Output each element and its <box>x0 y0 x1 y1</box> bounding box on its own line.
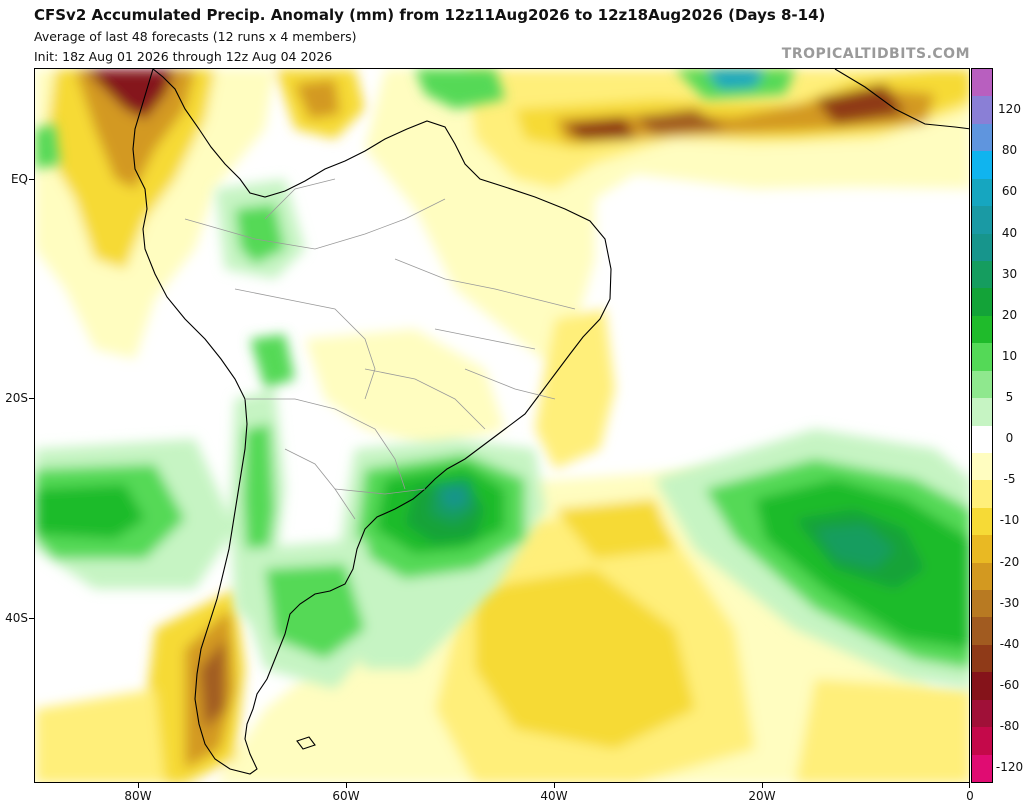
colorbar-label: 10 <box>1001 348 1018 363</box>
x-tick <box>346 783 347 788</box>
colorbar-label: 40 <box>1001 225 1018 240</box>
colorbar-segment <box>972 672 992 701</box>
colorbar-segment <box>972 644 992 673</box>
colorbar-label: -5 <box>1003 472 1016 487</box>
colorbar-label: -40 <box>999 636 1020 651</box>
colorbar-segment <box>972 398 992 426</box>
country-borders <box>184 178 576 520</box>
colorbar-label: 20 <box>1001 307 1018 322</box>
x-tick <box>554 783 555 788</box>
y-tick <box>29 179 34 180</box>
colorbar-segment <box>972 617 992 646</box>
colorbar-label: 120 <box>998 102 1021 117</box>
colorbar-segment <box>972 425 992 454</box>
colorbar-segment <box>972 699 992 728</box>
colorbar-label: 80 <box>1001 143 1018 158</box>
colorbar-label: -120 <box>995 760 1024 775</box>
colorbar-segment <box>972 178 992 207</box>
x-label-20w: 20W <box>748 789 776 803</box>
colorbar-segment <box>972 151 992 180</box>
colorbar-label: 0 <box>1005 431 1014 446</box>
x-tick <box>762 783 763 788</box>
colorbar-segment <box>972 69 992 97</box>
colorbar-label: -10 <box>999 513 1020 528</box>
colorbar-segment <box>972 480 992 509</box>
map-subtitle: Average of last 48 forecasts (12 runs x … <box>34 29 357 44</box>
x-tick <box>138 783 139 788</box>
colorbar-segment <box>972 507 992 536</box>
colorbar-segment <box>972 123 992 152</box>
x-label-40w: 40W <box>540 789 568 803</box>
colorbar-segment <box>972 343 992 372</box>
south-america-coast <box>132 69 612 775</box>
map-title: CFSv2 Accumulated Precip. Anomaly (mm) f… <box>34 6 826 24</box>
colorbar-segment <box>972 260 992 289</box>
y-tick <box>29 398 34 399</box>
colorbar-segment <box>972 206 992 235</box>
colorbar-segment <box>972 96 992 125</box>
colorbar-segment <box>972 754 992 783</box>
y-label-40s: 40S <box>5 611 28 625</box>
wet-anomaly-fields <box>35 69 969 689</box>
dry-anomaly-fields <box>35 69 969 782</box>
colorbar-segment <box>972 233 992 262</box>
x-label-80w: 80W <box>124 789 152 803</box>
colorbar-label: 30 <box>1001 266 1018 281</box>
falkland-islands <box>296 736 316 750</box>
colorbar-segment <box>972 452 992 481</box>
colorbar-segment <box>972 315 992 344</box>
colorbar-segment <box>972 535 992 564</box>
x-label-0: 0 <box>966 789 974 803</box>
africa-coast <box>834 69 969 130</box>
y-label-eq: EQ <box>10 172 28 186</box>
x-label-60w: 60W <box>332 789 360 803</box>
colorbar-segment <box>972 590 992 618</box>
y-label-20s: 20S <box>5 391 28 405</box>
colorbar-segment <box>972 727 992 756</box>
colorbar-segment <box>972 288 992 317</box>
x-tick <box>969 783 970 788</box>
init-info: Init: 18z Aug 01 2026 through 12z Aug 04… <box>34 49 333 64</box>
colorbar-label: -30 <box>999 595 1020 610</box>
y-tick <box>29 618 34 619</box>
anomaly-map <box>35 69 969 782</box>
colorbar-label: 5 <box>1005 390 1014 405</box>
colorbar-label: -80 <box>999 719 1020 734</box>
colorbar-label: -60 <box>999 678 1020 693</box>
site-credit: TROPICALTIDBITS.COM <box>781 46 970 62</box>
coastlines <box>132 69 969 775</box>
map-panel <box>34 68 970 783</box>
colorbar-label: -20 <box>999 554 1020 569</box>
colorbar-label: 60 <box>1001 184 1018 199</box>
colorbar <box>971 68 993 783</box>
colorbar-segment <box>972 370 992 399</box>
colorbar-segment <box>972 562 992 591</box>
